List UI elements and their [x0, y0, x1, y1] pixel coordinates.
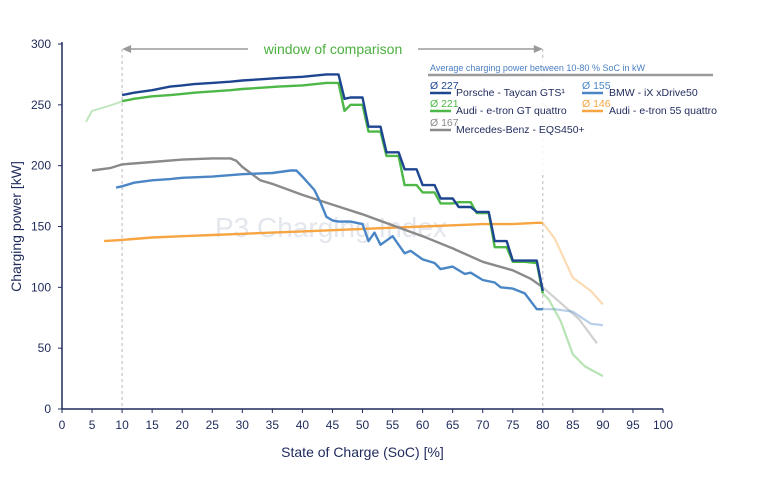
y-tick-label: 300: [31, 37, 51, 51]
legend-average-value: Ø 146: [582, 98, 611, 110]
x-tick-label: 15: [145, 418, 159, 432]
x-tick-label: 20: [176, 418, 190, 432]
legend-background: [425, 60, 715, 172]
y-tick-label: 250: [31, 98, 51, 112]
x-tick-label: 0: [59, 418, 66, 432]
x-tick-label: 10: [115, 418, 129, 432]
x-tick-label: 95: [626, 418, 640, 432]
legend-average-value: Ø 167: [430, 117, 459, 129]
x-tick-label: 25: [206, 418, 220, 432]
series-line-faded-4: [542, 286, 598, 344]
x-tick-label: 100: [653, 418, 673, 432]
y-axis-title: Charging power [kW]: [8, 161, 24, 292]
series-line-0: [121, 73, 544, 292]
series-line-faded-1: [542, 292, 604, 378]
legend-series-name: Mercedes-Benz - EQS450+: [456, 124, 585, 136]
window-arrowhead-right: [533, 45, 543, 53]
x-tick-label: 40: [296, 418, 310, 432]
x-tick-label: 35: [266, 418, 280, 432]
legend-header: Average charging power between 10-80 % S…: [430, 63, 645, 73]
series-line-2: [115, 169, 543, 311]
window-arrowhead-left: [122, 45, 132, 53]
y-tick-label: 100: [31, 280, 51, 294]
legend-series-name: Audi - e-tron GT quattro: [456, 105, 567, 117]
x-tick-label: 30: [236, 418, 250, 432]
window-label: window of comparison: [263, 41, 403, 57]
x-tick-label: 50: [356, 418, 370, 432]
series-line-faded-2: [542, 308, 604, 327]
legend-average-value: Ø 221: [430, 98, 459, 110]
legend-series-name: Audi - e-tron 55 quattro: [609, 105, 717, 117]
series-line-3: [104, 221, 543, 243]
x-tick-label: 85: [566, 418, 580, 432]
x-axis-title: State of Charge (SoC) [%]: [281, 444, 444, 460]
series-line-faded-3: [541, 222, 604, 306]
x-tick-label: 45: [326, 418, 340, 432]
x-tick-label: 70: [476, 418, 490, 432]
legend-average-value: Ø 155: [582, 80, 611, 92]
y-tick-label: 200: [31, 159, 51, 173]
legend-series-name: Porsche - Taycan GTS¹: [456, 87, 565, 99]
legend-series-name: BMW - iX xDrive50: [609, 87, 698, 99]
x-tick-label: 5: [89, 418, 96, 432]
x-tick-label: 80: [536, 418, 550, 432]
x-tick-label: 60: [416, 418, 430, 432]
y-tick-label: 0: [44, 402, 51, 416]
y-tick-label: 50: [38, 341, 52, 355]
series-extension-0: [85, 100, 123, 123]
x-tick-label: 55: [386, 418, 400, 432]
x-tick-label: 90: [596, 418, 610, 432]
x-tick-label: 75: [506, 418, 520, 432]
y-tick-label: 150: [31, 220, 51, 234]
x-tick-label: 65: [446, 418, 460, 432]
legend-average-value: Ø 227: [430, 80, 459, 92]
series-line-4: [91, 157, 544, 289]
